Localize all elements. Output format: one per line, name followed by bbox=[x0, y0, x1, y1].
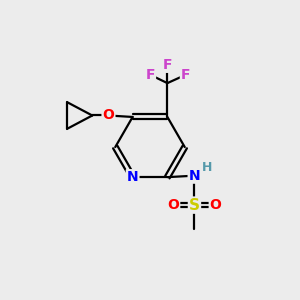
Text: O: O bbox=[210, 198, 222, 212]
Text: O: O bbox=[167, 198, 179, 212]
Text: F: F bbox=[163, 58, 172, 72]
Text: H: H bbox=[202, 161, 212, 174]
Text: F: F bbox=[181, 68, 190, 82]
Text: N: N bbox=[189, 169, 200, 183]
Text: S: S bbox=[189, 198, 200, 213]
Text: O: O bbox=[103, 109, 114, 122]
Text: F: F bbox=[146, 68, 155, 82]
Text: N: N bbox=[127, 170, 138, 184]
